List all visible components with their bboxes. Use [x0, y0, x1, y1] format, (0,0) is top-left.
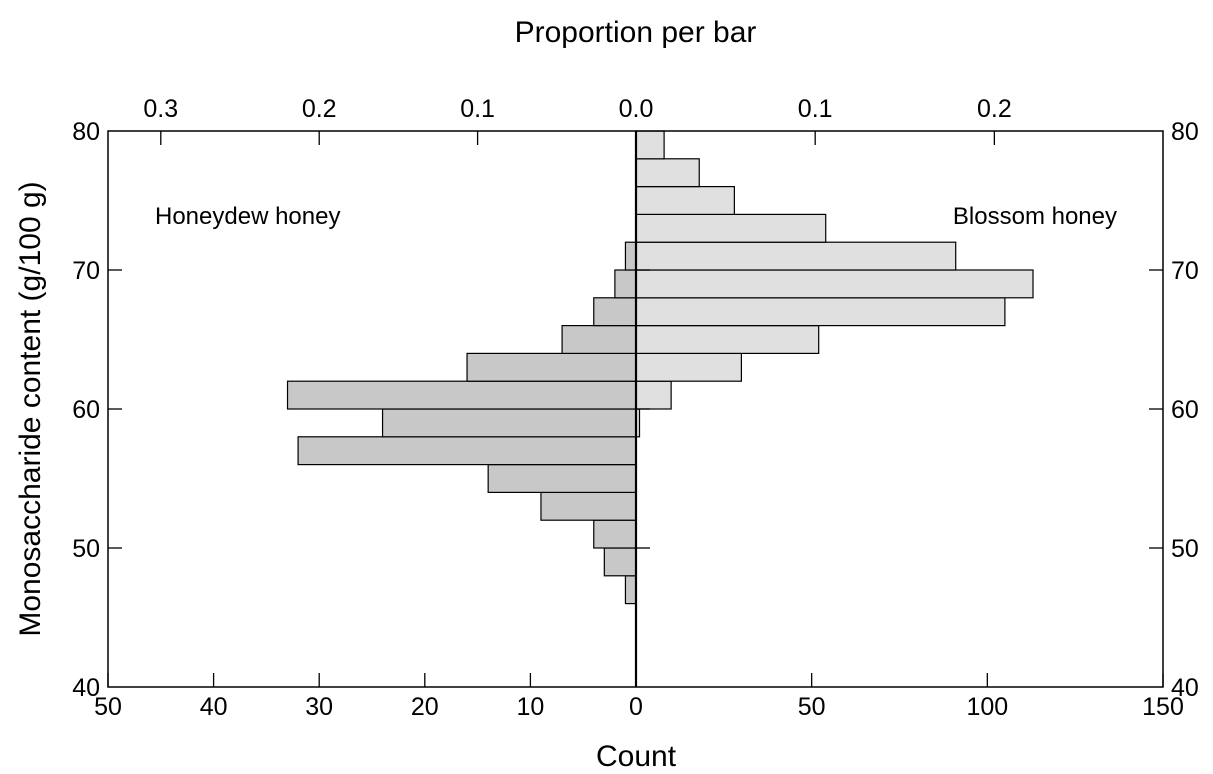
x-axis-label: Count [596, 740, 677, 773]
top-tick-label: 0.2 [302, 95, 337, 123]
honeydew-bar [466, 352, 637, 382]
y-tick-label-right: 80 [1171, 118, 1199, 146]
top-tick-label: 0.0 [619, 95, 654, 123]
blossom-bar [635, 269, 1034, 299]
honeydew-bar [624, 241, 637, 271]
blossom-bar [635, 186, 735, 216]
y-tick-label-left: 70 [72, 257, 100, 285]
honeydew-bar [540, 491, 637, 521]
blossom-bar [635, 130, 665, 160]
blossom-bar [635, 352, 743, 382]
y-tick-label-right: 40 [1171, 674, 1199, 702]
honeydew-bar [593, 297, 637, 327]
honeydew-bar [487, 464, 637, 494]
y-tick-label-right: 60 [1171, 396, 1199, 424]
honeydew-bar [297, 436, 637, 466]
honeydew-bar [381, 408, 637, 438]
y-tick-label-left: 40 [72, 674, 100, 702]
honeydew-annotation: Honeydew honey [155, 203, 340, 230]
blossom-bars [635, 130, 1034, 438]
blossom-bar [635, 158, 700, 188]
honeydew-bar [593, 519, 637, 549]
x-tick-label: 20 [411, 693, 439, 721]
axis-ticks [107, 131, 1164, 687]
x-tick-label: 30 [305, 693, 333, 721]
blossom-bar [635, 241, 957, 271]
x-tick-label: 40 [200, 693, 228, 721]
x-tick-label: 10 [516, 693, 544, 721]
blossom-annotation: Blossom honey [953, 203, 1117, 230]
top-tick-label: 0.1 [798, 95, 833, 123]
x-tick-label: 0 [629, 693, 643, 721]
y-axis-label: Monosaccharide content (g/100 g) [14, 181, 47, 636]
honeydew-bar [603, 547, 637, 577]
y-tick-label-left: 60 [72, 396, 100, 424]
x-tick-label: 50 [94, 693, 122, 721]
y-tick-label-right: 50 [1171, 535, 1199, 563]
x-tick-label: 100 [966, 693, 1008, 721]
y-tick-label-left: 80 [72, 118, 100, 146]
honeydew-bar [286, 380, 637, 410]
honeydew-bars [286, 241, 637, 605]
top-tick-label: 0.1 [460, 95, 495, 123]
chart-title: Proportion per bar [515, 16, 757, 49]
top-tick-label: 0.2 [977, 95, 1012, 123]
blossom-bar [635, 297, 1006, 327]
blossom-bar [635, 213, 827, 243]
honeydew-bar [624, 575, 637, 605]
y-tick-label-left: 50 [72, 535, 100, 563]
honeydew-bar [561, 325, 637, 355]
x-tick-label: 50 [798, 693, 826, 721]
top-tick-label: 0.3 [143, 95, 178, 123]
x-tick-label: 150 [1142, 693, 1184, 721]
honeydew-bar [614, 269, 637, 299]
y-tick-label-right: 70 [1171, 257, 1199, 285]
blossom-bar [635, 325, 820, 355]
blossom-bar [635, 380, 672, 410]
